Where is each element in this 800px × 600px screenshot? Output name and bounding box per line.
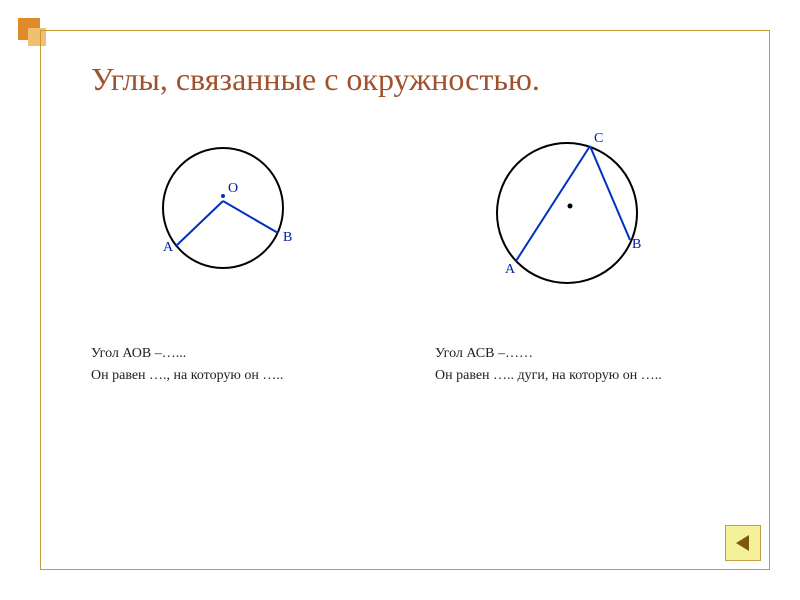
caption-inscribed-line2: Он равен ….. дуги, на которую он ….. [435,365,719,387]
caption-inscribed: Угол АСВ –…… Он равен ….. дуги, на котор… [405,343,749,388]
diagram-inscribed-angle: С А В [472,118,672,313]
nav-back-button[interactable] [725,525,761,561]
inscribed-angle-svg: С А В [472,118,672,308]
label-b-right: В [632,237,641,252]
caption-central-line2: Он равен …., на которую он ….. [91,365,375,387]
circle-left [163,148,283,268]
center-dot-left [221,194,225,198]
page-title: Углы, связанные с окружностью. [91,61,769,98]
captions-row: Угол АОВ –…... Он равен …., на которую о… [41,343,769,388]
slide-frame: Углы, связанные с окружностью. О А В С А [40,30,770,570]
label-o: О [228,181,238,196]
back-arrow-icon [733,533,753,553]
center-dot-right [568,204,573,209]
label-b-left: В [283,230,292,245]
chord-ca [516,146,590,261]
chord-cb [590,146,630,240]
caption-inscribed-line1: Угол АСВ –…… [435,343,719,365]
caption-central: Угол АОВ –…... Он равен …., на которую о… [61,343,405,388]
radius-ob [223,201,278,233]
circle-right [497,143,637,283]
label-c: С [594,131,603,146]
diagram-central-angle: О А В [138,128,318,303]
radius-oa [176,201,223,246]
caption-central-line1: Угол АОВ –…... [91,343,375,365]
central-angle-svg: О А В [138,128,318,298]
label-a-right: А [505,262,516,277]
diagrams-row: О А В С А В [41,118,769,313]
label-a-left: А [163,240,174,255]
